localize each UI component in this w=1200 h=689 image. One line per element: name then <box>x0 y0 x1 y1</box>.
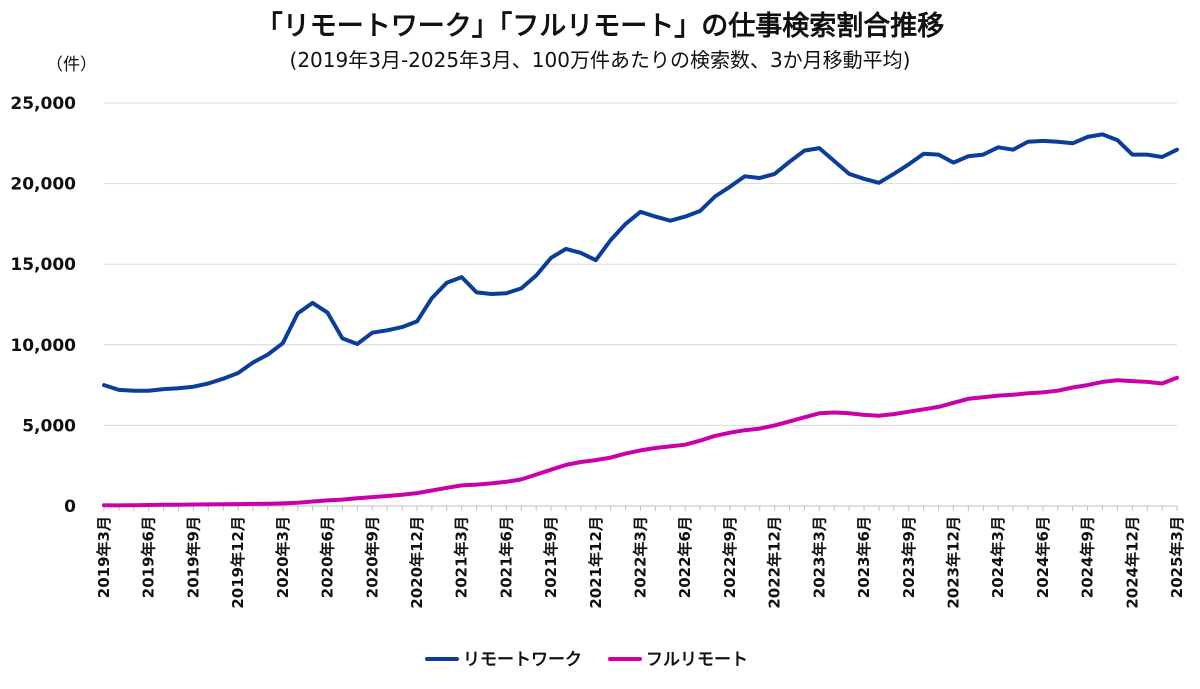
x-tick-label: 2019年3月 <box>95 516 113 598</box>
x-axis-tick-labels: 2019年3月 2019年6月 2019年9月 2019年12月 2020年3月 2020… <box>95 516 1186 609</box>
y-tick-label: 5,000 <box>22 416 76 436</box>
x-tick-label: 2025年3月 <box>1168 516 1186 598</box>
y-tick-label: 20,000 <box>10 175 76 195</box>
x-tick-label: 2020年12月 <box>408 516 426 609</box>
x-tick-label: 2020年9月 <box>363 516 381 598</box>
x-tick-label: 2019年6月 <box>140 516 158 598</box>
y-tick-label: 10,000 <box>10 336 76 356</box>
x-tick-label: 2020年3月 <box>274 516 292 598</box>
x-tick-label: 2022年3月 <box>632 516 650 598</box>
x-tick-label: 2024年6月 <box>1034 516 1052 598</box>
x-tick-label: 2023年6月 <box>855 516 873 598</box>
x-axis <box>103 505 1178 511</box>
x-tick-label: 2021年12月 <box>587 516 605 609</box>
x-tick-label: 2023年3月 <box>810 516 828 598</box>
y-axis-unit-label: （件） <box>46 55 97 75</box>
legend: リモートワーク フルリモート <box>425 650 748 670</box>
x-tick-label: 2021年9月 <box>542 516 560 598</box>
x-tick-label: 2022年9月 <box>721 516 739 598</box>
y-tick-label: 15,000 <box>10 255 76 275</box>
x-tick-label: 2024年9月 <box>1079 516 1097 598</box>
x-tick-label: 2019年9月 <box>184 516 202 598</box>
x-tick-label: 2023年9月 <box>900 516 918 598</box>
chart-subtitle: (2019年3月-2025年3月、100万件あたりの検索数、3か月移動平均) <box>289 48 911 72</box>
series-line <box>102 375 1179 508</box>
y-axis-ticks: 0 5,000 10,000 15,000 20,000 25,000 <box>10 94 76 517</box>
x-tick-label: 2021年3月 <box>453 516 471 598</box>
legend-label: リモートワーク <box>463 650 582 670</box>
x-tick-label: 2023年12月 <box>944 516 962 609</box>
series-lines <box>102 132 1179 508</box>
x-tick-label: 2020年6月 <box>319 516 337 598</box>
x-tick-label: 2022年6月 <box>676 516 694 598</box>
legend-label: フルリモート <box>646 650 748 670</box>
series-line <box>102 132 1179 393</box>
x-tick-label: 2021年6月 <box>497 516 515 598</box>
y-tick-label: 25,000 <box>10 94 76 114</box>
chart-title: 「リモートワーク」「フルリモート」の仕事検索割合推移 <box>255 11 945 42</box>
x-tick-label: 2019年12月 <box>229 516 247 609</box>
gridlines <box>104 102 1177 426</box>
x-tick-label: 2024年3月 <box>989 516 1007 598</box>
x-tick-label: 2022年12月 <box>766 516 784 609</box>
x-tick-label: 2024年12月 <box>1123 516 1141 609</box>
y-tick-label: 0 <box>64 497 76 517</box>
